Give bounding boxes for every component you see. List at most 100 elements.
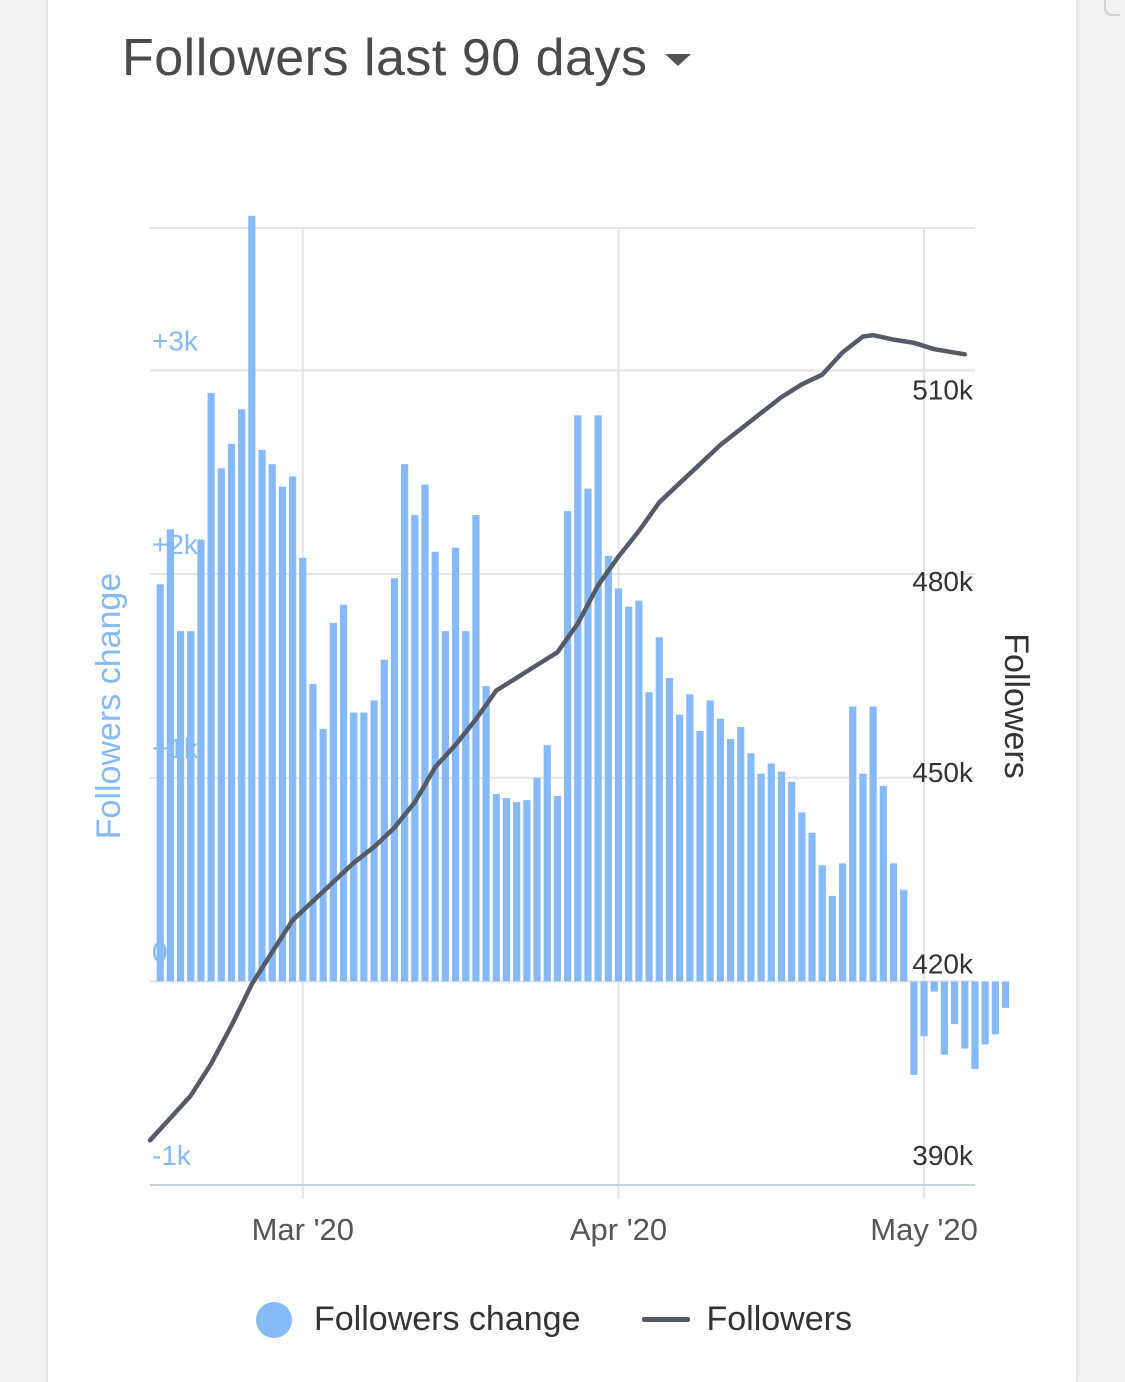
- bar-followers-change: [767, 763, 775, 982]
- bar-followers-change: [288, 476, 297, 982]
- bar-followers-change: [533, 777, 541, 982]
- left-axis-tick-label: +2k: [152, 529, 199, 560]
- bar-followers-change: [645, 692, 653, 982]
- bar-followers-change: [156, 584, 164, 982]
- bar-followers-change: [696, 730, 704, 982]
- bar-followers-change: [207, 392, 215, 982]
- bar-followers-change: [1001, 981, 1010, 1008]
- left-axis-title: Followers change: [90, 573, 128, 839]
- line-followers: [147, 332, 968, 1143]
- bar-followers-change: [462, 631, 470, 982]
- bar-followers-change: [726, 739, 735, 982]
- bar-followers-change: [635, 600, 643, 982]
- bar-followers-change: [828, 895, 837, 982]
- bar-followers-change: [319, 728, 327, 982]
- bar-followers-change: [594, 415, 602, 982]
- bar-followers-change: [879, 785, 887, 982]
- legend-label-followers-change: Followers change: [314, 1300, 581, 1338]
- bar-followers-change: [197, 539, 205, 982]
- bar-followers-change: [940, 981, 949, 1055]
- bar-followers-change: [971, 981, 979, 1069]
- legend-item-followers[interactable]: Followers: [642, 1300, 852, 1339]
- right-axis-tick-label: 450k: [912, 757, 974, 788]
- bar-followers-change: [227, 443, 236, 982]
- bar-followers-change: [930, 981, 938, 992]
- bar-followers-change: [584, 488, 592, 982]
- bar-followers-change: [574, 415, 582, 982]
- bar-followers-change: [339, 604, 348, 982]
- bar-followers-change: [482, 686, 490, 982]
- bar-followers-change: [665, 677, 674, 982]
- bar-followers-change: [737, 726, 745, 982]
- bar-followers-change: [523, 800, 531, 982]
- bar-followers-change: [614, 588, 623, 982]
- bar-followers-change: [380, 659, 388, 982]
- bar-followers-change: [706, 700, 714, 982]
- bar-followers-change: [777, 771, 786, 982]
- legend-item-followers-change[interactable]: Followers change: [256, 1300, 580, 1339]
- x-axis-tick-label: Mar '20: [252, 1212, 354, 1247]
- bar-followers-change: [268, 464, 276, 982]
- scrollbar-edge: [1104, 0, 1120, 16]
- left-axis-tick-label: +3k: [152, 326, 199, 357]
- bar-followers-change: [838, 863, 847, 982]
- bar-followers-change: [981, 981, 989, 1045]
- bar-followers-change: [849, 706, 857, 982]
- bar-followers-change: [920, 981, 928, 1037]
- bar-followers-change: [299, 557, 307, 982]
- left-axis-tick-label: -1k: [152, 1140, 192, 1171]
- bar-followers-change: [655, 637, 663, 982]
- right-axis-tick-label: 480k: [912, 566, 974, 597]
- bar-followers-change: [788, 781, 796, 982]
- left-axis-tick-label: +1k: [152, 733, 199, 764]
- followers-chart: -1k 0 +1k +2k +3k 390k 420k 450k 480k 510k Mar '20…: [90, 215, 1035, 1247]
- bar-followers-change: [329, 623, 337, 982]
- bar-followers-change: [278, 486, 287, 982]
- chart-legend: Followers change Followers: [256, 1300, 852, 1339]
- bar-followers-change: [441, 631, 449, 982]
- bar-followers-change: [716, 718, 724, 982]
- bar-followers-change: [543, 745, 551, 982]
- right-axis-tick-label: 510k: [912, 374, 974, 405]
- bar-followers-change: [258, 449, 266, 982]
- bar-followers-change: [492, 794, 500, 982]
- x-axis-tick-label: Apr '20: [570, 1212, 667, 1247]
- bar-followers-change: [401, 464, 409, 982]
- bar-series-swatch-icon: [256, 1301, 292, 1338]
- bar-followers-change: [869, 706, 877, 982]
- bar-followers-change: [176, 631, 185, 982]
- bar-followers-change: [421, 484, 429, 982]
- bar-followers-change: [360, 712, 368, 982]
- bar-followers-change: [370, 700, 378, 982]
- caret-down-icon: [665, 54, 692, 66]
- bar-followers-change: [451, 547, 460, 982]
- bar-followers-change: [472, 515, 480, 982]
- right-axis-title: Followers: [997, 633, 1035, 778]
- right-axis-tick-label: 420k: [912, 949, 974, 980]
- bar-followers-change: [859, 773, 867, 982]
- bar-followers-change: [951, 981, 959, 1025]
- bar-followers-change: [187, 631, 195, 982]
- bar-followers-change: [757, 773, 765, 982]
- bar-followers-change: [991, 981, 999, 1035]
- bar-followers-change: [910, 981, 918, 1076]
- bar-followers-change: [676, 714, 684, 982]
- legend-label-followers: Followers: [706, 1300, 852, 1338]
- bar-followers-change: [217, 468, 225, 982]
- bar-followers-change: [900, 889, 908, 982]
- bar-followers-change: [513, 802, 521, 982]
- bar-followers-change: [686, 694, 694, 982]
- bar-followers-change: [390, 578, 399, 982]
- bar-followers-change: [502, 798, 511, 982]
- period-dropdown[interactable]: Followers last 90 days: [122, 28, 692, 88]
- bar-followers-change: [563, 511, 572, 982]
- bar-followers-change: [798, 812, 806, 982]
- bar-followers-change: [818, 865, 826, 982]
- bar-followers-change: [248, 215, 256, 982]
- right-axis-tick-label: 390k: [912, 1140, 974, 1171]
- bar-followers-change: [411, 515, 419, 982]
- bar-followers-change: [166, 529, 174, 982]
- bar-followers-change: [889, 863, 898, 982]
- bar-followers-change: [309, 684, 317, 982]
- bar-followers-change: [350, 712, 358, 982]
